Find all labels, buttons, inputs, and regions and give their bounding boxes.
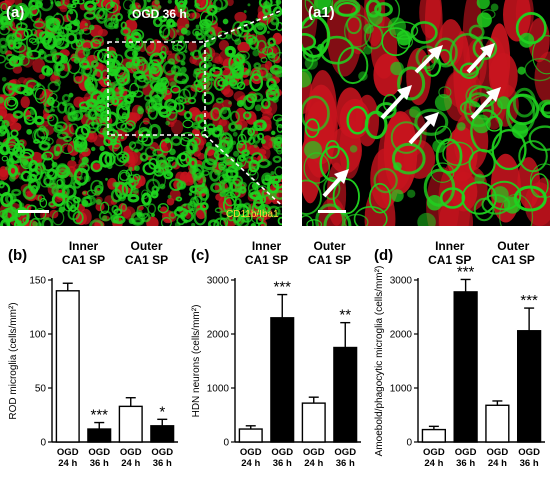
y-tick-label: 0 [223,438,229,449]
group-label: CA1 SP [308,253,351,267]
group-label: CA1 SP [62,253,105,267]
micrograph-zoom: (a1) [302,0,550,226]
x-tick-label: OGD [303,447,325,458]
bar [485,404,510,443]
white-arrow-icon [466,43,495,74]
x-tick-label: OGD [423,447,445,458]
panel-letter-a: (a) [6,4,25,21]
white-arrow-icon [322,169,349,198]
y-tick-label: 2000 [207,330,230,341]
zoom-region-box [107,41,206,136]
x-tick-label: 24 h [58,458,77,469]
group-label: Inner [435,239,465,253]
y-tick-label: 0 [406,438,412,449]
x-tick-label: OGD [334,447,356,458]
y-tick-label: 1000 [207,384,230,395]
bar [453,291,478,443]
x-tick-label: OGD [57,447,79,458]
panel-letter-a1: (a1) [308,4,335,21]
x-tick-label: OGD [88,447,110,458]
white-arrow-icon [408,112,439,145]
bar [87,428,112,443]
y-tick-label: 1000 [390,384,413,395]
micrograph-zoom-texture [302,0,550,226]
bar [150,425,175,443]
x-tick-label: 24 h [424,458,443,469]
group-label: Outer [130,239,162,253]
significance-marker: *** [90,407,108,424]
significance-marker: *** [457,263,475,280]
x-tick-label: OGD [120,447,142,458]
x-tick-label: 36 h [90,458,109,469]
group-label: CA1 SP [492,253,535,267]
x-tick-label: OGD [487,447,509,458]
bar [55,290,80,443]
x-tick-label: OGD [151,447,173,458]
white-arrow-icon [470,87,501,120]
y-tick-label: 3000 [390,276,413,287]
chart-b-container: (b) Inner CA1 SP Outer CA1 SP 0 50 100 150 ROD mi… [0,232,183,472]
x-tick-label: OGD [271,447,293,458]
white-arrow-icon [414,45,443,74]
x-tick-label: 36 h [336,458,355,469]
x-tick-label: OGD [240,447,262,458]
y-tick-label: 100 [29,330,46,341]
micrograph-title: OGD 36 h [132,7,187,21]
significance-marker: *** [273,279,291,296]
panel-letter: (c) [191,247,209,264]
y-tick-label: 3000 [207,276,230,287]
chart-c-container: (c) Inner CA1 SP Outer CA1 SP 0 1000 2000 3000 HD… [183,232,366,472]
x-tick-label: 36 h [456,458,475,469]
bar [238,428,263,443]
stain-label: CD11b/Iba1 [226,209,279,220]
y-tick-label: 2000 [390,330,413,341]
bar [421,428,447,443]
bar [333,346,358,443]
bar [270,317,295,443]
panel-letter: (b) [8,247,27,264]
group-label: CA1 SP [125,253,168,267]
chart-d-container: (d) Inner CA1 SP Outer CA1 SP 0 1000 2000 3000 Am… [366,232,550,472]
group-label: Outer [497,239,529,253]
white-arrow-icon [380,85,412,120]
x-tick-label: 24 h [304,458,323,469]
bar [516,330,542,443]
x-tick-label: 24 h [488,458,507,469]
x-tick-label: OGD [455,447,477,458]
scale-bar-overview [18,210,49,213]
x-tick-label: 36 h [153,458,172,469]
bar [118,405,143,443]
y-tick-label: 50 [35,384,47,395]
x-tick-label: 36 h [273,458,292,469]
y-axis-label: Amoebold/phagocytic microglia (cells/mm²… [374,266,385,457]
x-tick-label: 36 h [520,458,539,469]
group-label: CA1 SP [428,253,471,267]
arrow-annotations [322,43,501,198]
significance-marker: * [159,403,165,420]
group-label: Inner [69,239,99,253]
micrograph-overview: (a) OGD 36 h CD11b/Iba1 [0,0,282,226]
group-label: Inner [252,239,282,253]
x-tick-label: 24 h [241,458,260,469]
significance-marker: ** [339,307,351,324]
x-tick-label: 24 h [121,458,140,469]
group-label: Outer [313,239,345,253]
panel-letter: (d) [374,247,393,264]
y-axis-label: HDN neurons (cells/mm²) [191,305,202,418]
y-tick-label: 0 [40,438,46,449]
significance-marker: *** [520,292,538,309]
x-tick-label: OGD [518,447,540,458]
group-label: CA1 SP [245,253,288,267]
y-axis-label: ROD microglia (cells/mm²) [8,302,19,419]
bar [301,402,326,443]
y-tick-label: 150 [29,276,46,287]
scale-bar-zoom [318,210,346,213]
